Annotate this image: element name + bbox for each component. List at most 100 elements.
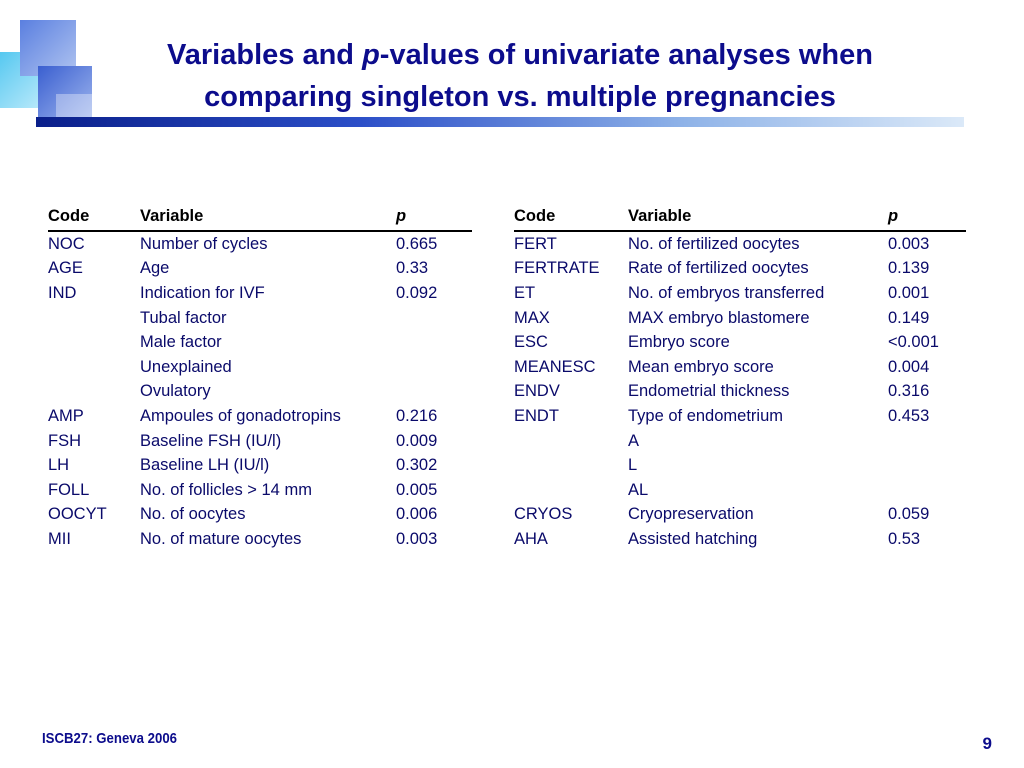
cell-code: LH — [48, 456, 70, 475]
table-row: A — [514, 429, 966, 454]
page-number: 9 — [982, 734, 992, 753]
cell-variable: Baseline FSH (IU/l) — [140, 431, 282, 450]
table-row: MEANESC Mean embryo score 0.004 — [514, 355, 966, 380]
cell-variable: Tubal factor — [140, 308, 227, 327]
header-variable: Variable — [140, 206, 396, 232]
cell-variable: No. of mature oocytes — [140, 529, 302, 548]
header-code: Code — [48, 206, 140, 232]
cell-p: 0.001 — [888, 283, 930, 302]
cell-code: OOCYT — [48, 505, 107, 524]
cell-code: ET — [514, 283, 536, 302]
cell-code: AMP — [48, 406, 84, 425]
table-row: NOC Number of cycles 0.665 — [48, 231, 472, 257]
cell-code — [514, 429, 628, 454]
table-header-row: Code Variable p — [48, 206, 472, 232]
cell-p: 0.53 — [888, 529, 921, 548]
cell-p: 0.004 — [888, 357, 930, 376]
cell-variable: A — [628, 431, 640, 450]
cell-variable: AL — [628, 480, 649, 499]
cell-p: 0.009 — [396, 431, 438, 450]
left-variables-table: Code Variable p NOC Number of cycles 0.665… — [48, 206, 472, 552]
cell-code: ESC — [514, 333, 548, 352]
table-row: FOLL No. of follicles > 14 mm 0.005 — [48, 478, 472, 503]
cell-code: FSH — [48, 431, 81, 450]
cell-p: 0.302 — [396, 456, 438, 475]
cell-p: 0.665 — [396, 234, 438, 253]
table-row: ENDV Endometrial thickness 0.316 — [514, 380, 966, 405]
cell-p: 0.092 — [396, 283, 438, 302]
table-header-row: Code Variable p — [514, 206, 966, 232]
cell-p: 0.006 — [396, 505, 438, 524]
table-row: AMP Ampoules of gonadotropins 0.216 — [48, 404, 472, 429]
cell-variable: Male factor — [140, 333, 222, 352]
cell-p: 0.059 — [888, 505, 930, 524]
cell-variable: L — [628, 456, 638, 475]
cell-variable: Number of cycles — [140, 234, 268, 253]
cell-variable: No. of oocytes — [140, 505, 246, 524]
cell-p: 0.003 — [396, 529, 438, 548]
table-row: Ovulatory — [48, 380, 472, 405]
table-row: AHA Assisted hatching 0.53 — [514, 527, 966, 552]
cell-variable: Type of endometrium — [628, 406, 783, 425]
cell-p — [396, 330, 472, 355]
header-variable: Variable — [628, 206, 888, 232]
table-row: OOCYT No. of oocytes 0.006 — [48, 503, 472, 528]
cell-p: 0.316 — [888, 382, 930, 401]
cell-variable: Ampoules of gonadotropins — [140, 406, 341, 425]
header-p: p — [888, 206, 966, 232]
cell-code — [48, 330, 140, 355]
table-row: FSH Baseline FSH (IU/l) 0.009 — [48, 429, 472, 454]
cell-code: FERTRATE — [514, 259, 600, 278]
table-row: IND Indication for IVF 0.092 — [48, 281, 472, 306]
cell-variable: Cryopreservation — [628, 505, 754, 524]
cell-code: MAX — [514, 308, 550, 327]
table-row: CRYOS Cryopreservation 0.059 — [514, 503, 966, 528]
table-row: AGE Age 0.33 — [48, 257, 472, 282]
title-underline-bar — [36, 117, 964, 127]
cell-variable: No. of follicles > 14 mm — [140, 480, 312, 499]
cell-code — [514, 478, 628, 503]
cell-variable: No. of embryos transferred — [628, 283, 825, 302]
cell-variable: Age — [140, 259, 170, 278]
cell-p — [888, 478, 966, 503]
cell-code: NOC — [48, 234, 85, 253]
table-row: MII No. of mature oocytes 0.003 — [48, 527, 472, 552]
cell-p: 0.149 — [888, 308, 930, 327]
cell-p — [396, 355, 472, 380]
table-row: Unexplained — [48, 355, 472, 380]
cell-code: AHA — [514, 529, 548, 548]
cell-code — [48, 306, 140, 331]
cell-p: <0.001 — [888, 333, 939, 352]
cell-p — [396, 306, 472, 331]
header-code: Code — [514, 206, 628, 232]
cell-variable: Endometrial thickness — [628, 382, 790, 401]
table-row: Tubal factor — [48, 306, 472, 331]
footer-conference: ISCB27: Geneva 2006 — [42, 730, 178, 747]
table-row: ESC Embryo score <0.001 — [514, 330, 966, 355]
cell-code: ENDV — [514, 382, 560, 401]
cell-code: ENDT — [514, 406, 559, 425]
table-row: MAX MAX embryo blastomere 0.149 — [514, 306, 966, 331]
cell-variable: No. of fertilized oocytes — [628, 234, 800, 253]
table-row: Male factor — [48, 330, 472, 355]
cell-variable: Embryo score — [628, 333, 730, 352]
cell-p: 0.139 — [888, 259, 930, 278]
table-row: FERTRATE Rate of fertilized oocytes 0.139 — [514, 257, 966, 282]
cell-variable: Unexplained — [140, 357, 232, 376]
table-row: ENDT Type of endometrium 0.453 — [514, 404, 966, 429]
table-row: L — [514, 453, 966, 478]
table-row: AL — [514, 478, 966, 503]
cell-code: FERT — [514, 234, 557, 253]
cell-code: MII — [48, 529, 71, 548]
cell-variable: Mean embryo score — [628, 357, 774, 376]
table-row: ET No. of embryos transferred 0.001 — [514, 281, 966, 306]
cell-p — [888, 429, 966, 454]
cell-variable: Rate of fertilized oocytes — [628, 259, 809, 278]
table-row: FERT No. of fertilized oocytes 0.003 — [514, 231, 966, 257]
cell-p — [396, 380, 472, 405]
cell-p: 0.003 — [888, 234, 930, 253]
cell-p: 0.453 — [888, 406, 930, 425]
right-variables-table: Code Variable p FERT No. of fertilized oo… — [514, 206, 966, 552]
cell-variable: Baseline LH (IU/l) — [140, 456, 270, 475]
table-row: LH Baseline LH (IU/l) 0.302 — [48, 453, 472, 478]
